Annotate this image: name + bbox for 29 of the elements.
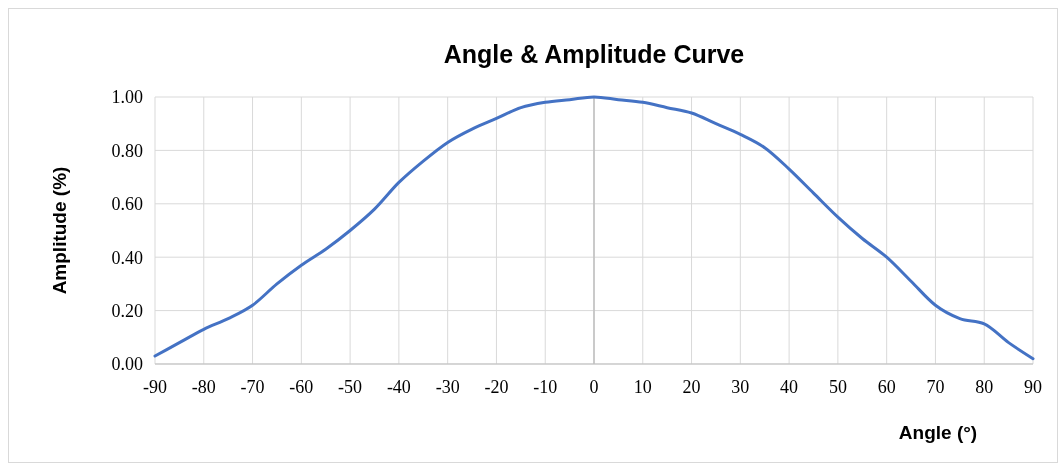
x-tick-label: -40 xyxy=(386,377,411,397)
x-tick-label: -50 xyxy=(338,377,363,397)
chart-title: Angle & Amplitude Curve xyxy=(443,40,745,68)
y-tick-label: 1.00 xyxy=(111,87,143,108)
x-tick-label: -30 xyxy=(435,377,460,397)
x-tick-label: 20 xyxy=(682,377,701,397)
y-axis-title: Amplitude (%) xyxy=(49,166,70,295)
x-tick-label: 70 xyxy=(926,377,945,397)
x-axis-title: Angle (°) xyxy=(898,422,978,443)
line-series xyxy=(153,95,1035,361)
x-tick-label: -60 xyxy=(289,377,314,397)
x-tick-label: 10 xyxy=(633,377,652,397)
y-tick-label: 0.00 xyxy=(111,354,143,375)
x-tick-label: 90 xyxy=(1024,377,1042,397)
x-tick-label: 60 xyxy=(877,377,896,397)
x-tick-label: -20 xyxy=(484,377,509,397)
x-tick-label: 40 xyxy=(780,377,799,397)
x-tick-label: -80 xyxy=(191,377,216,397)
y-tick-label: 0.40 xyxy=(111,247,143,268)
x-tick-label: -10 xyxy=(533,377,558,397)
y-tick-label: 0.60 xyxy=(111,194,143,215)
x-tick-label: 50 xyxy=(828,377,847,397)
x-tick-label: 30 xyxy=(731,377,750,397)
x-tick-label: 0 xyxy=(589,377,599,397)
x-tick-label: -90 xyxy=(143,377,167,397)
y-tick-label: 0.20 xyxy=(111,300,143,321)
x-tick-label: -70 xyxy=(240,377,265,397)
x-tick-label: 80 xyxy=(975,377,994,397)
y-tick-label: 0.80 xyxy=(111,140,143,161)
